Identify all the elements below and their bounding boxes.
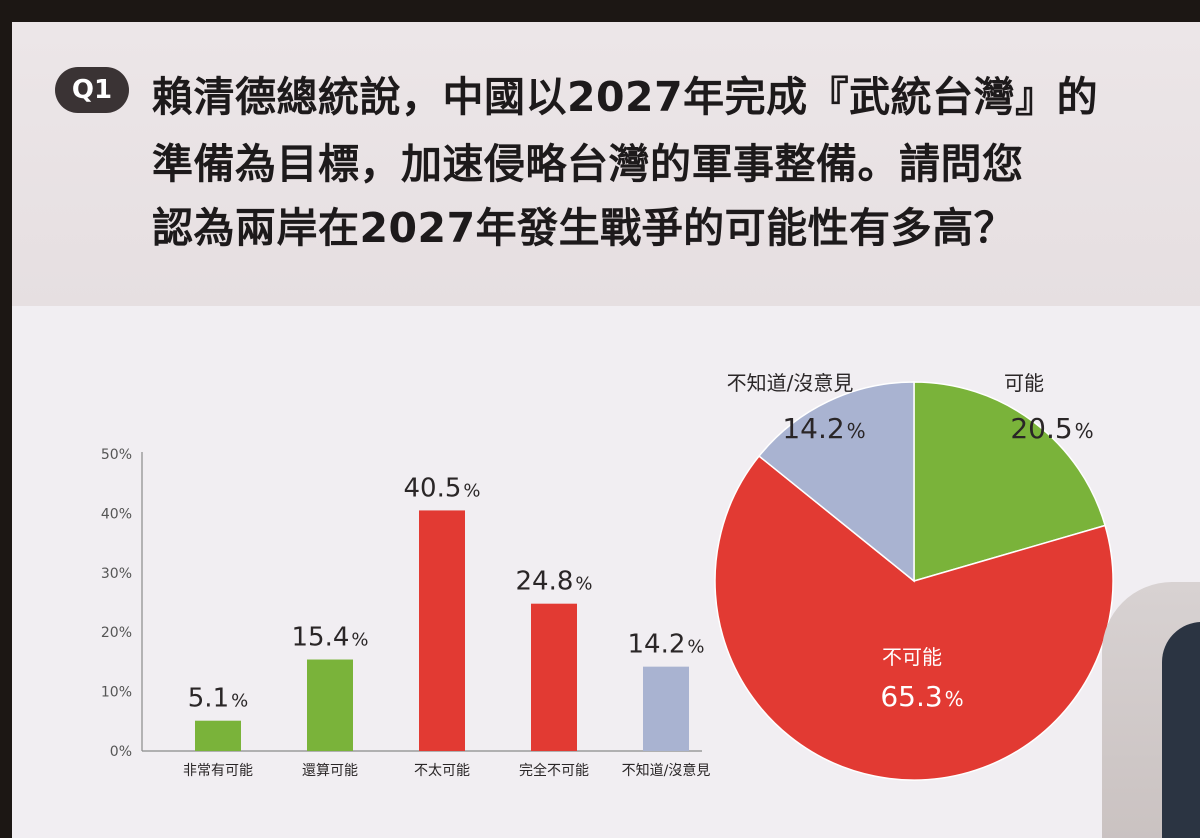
pie-category-label: 可能 (1004, 371, 1044, 395)
question-header: Q1 賴清德總統說，中國以2027年完成『武統台灣』的 準備為目標，加速侵略台灣… (12, 22, 1200, 306)
bar (643, 666, 689, 751)
x-category-label: 非常有可能 (183, 763, 253, 779)
bar-chart: 0% 10% 20% 30% 40% 50% 5.1 % 非常有可能 15.4 % 還算可能 40.5%… (101, 447, 711, 779)
x-category-label: 不太可能 (414, 763, 470, 779)
chart-area: 0% 10% 20% 30% 40% 50% 5.1% 非常有可能 15.4% 還算可能 40.5%… (12, 306, 1200, 838)
bar-value-label: 15.4% (292, 623, 369, 653)
pie-value-label: 20.5% (1010, 412, 1093, 445)
pie-category-label: 不可能 (882, 645, 942, 669)
bar (419, 510, 465, 751)
y-tick-label: 0% (110, 744, 132, 760)
y-tick-label: 10% (101, 685, 132, 701)
x-category-label: 不知道/沒意見 (622, 762, 711, 779)
pie-slice (758, 381, 915, 583)
question-line-2: 準備為目標，加速侵略台灣的軍事整備。請問您 (152, 140, 1024, 188)
pie-chart: 可能 20.5 % 不可能 65.3 % 不知道/沒意見 14.2% (714, 371, 1114, 781)
x-category-label: 完全不可能 (519, 762, 589, 779)
pie-category-label: 不知道/沒意見 (727, 371, 854, 395)
pie-value-label: 14.2% (782, 412, 865, 445)
question-line-3: 認為兩岸在2027年發生戰爭的可能性有多高？ (152, 204, 1016, 252)
bar-value-label: 40.5% (404, 473, 481, 503)
y-tick-label: 50% (101, 447, 132, 463)
question-number-badge: Q1 (55, 67, 129, 113)
bar-value-label: 5.1% (188, 684, 248, 714)
bar (195, 720, 241, 751)
y-tick-label: 40% (101, 506, 132, 522)
bar (531, 603, 577, 751)
question-line-1: 賴清德總統說，中國以2027年完成『武統台灣』的 (152, 73, 1099, 121)
bar-value-label: 24.8% (516, 567, 593, 597)
bar (307, 659, 353, 751)
x-category-label: 還算可能 (302, 763, 358, 779)
bar-value-label: 14.2% (628, 630, 705, 660)
pie-value-label: 65.3% (880, 680, 963, 713)
y-tick-label: 30% (101, 566, 132, 582)
pie-slice (913, 381, 1107, 582)
y-tick-label: 20% (101, 625, 132, 641)
presenter-clothing (1162, 622, 1200, 838)
broadcast-screen: Q1 賴清德總統說，中國以2027年完成『武統台灣』的 準備為目標，加速侵略台灣… (12, 22, 1200, 838)
